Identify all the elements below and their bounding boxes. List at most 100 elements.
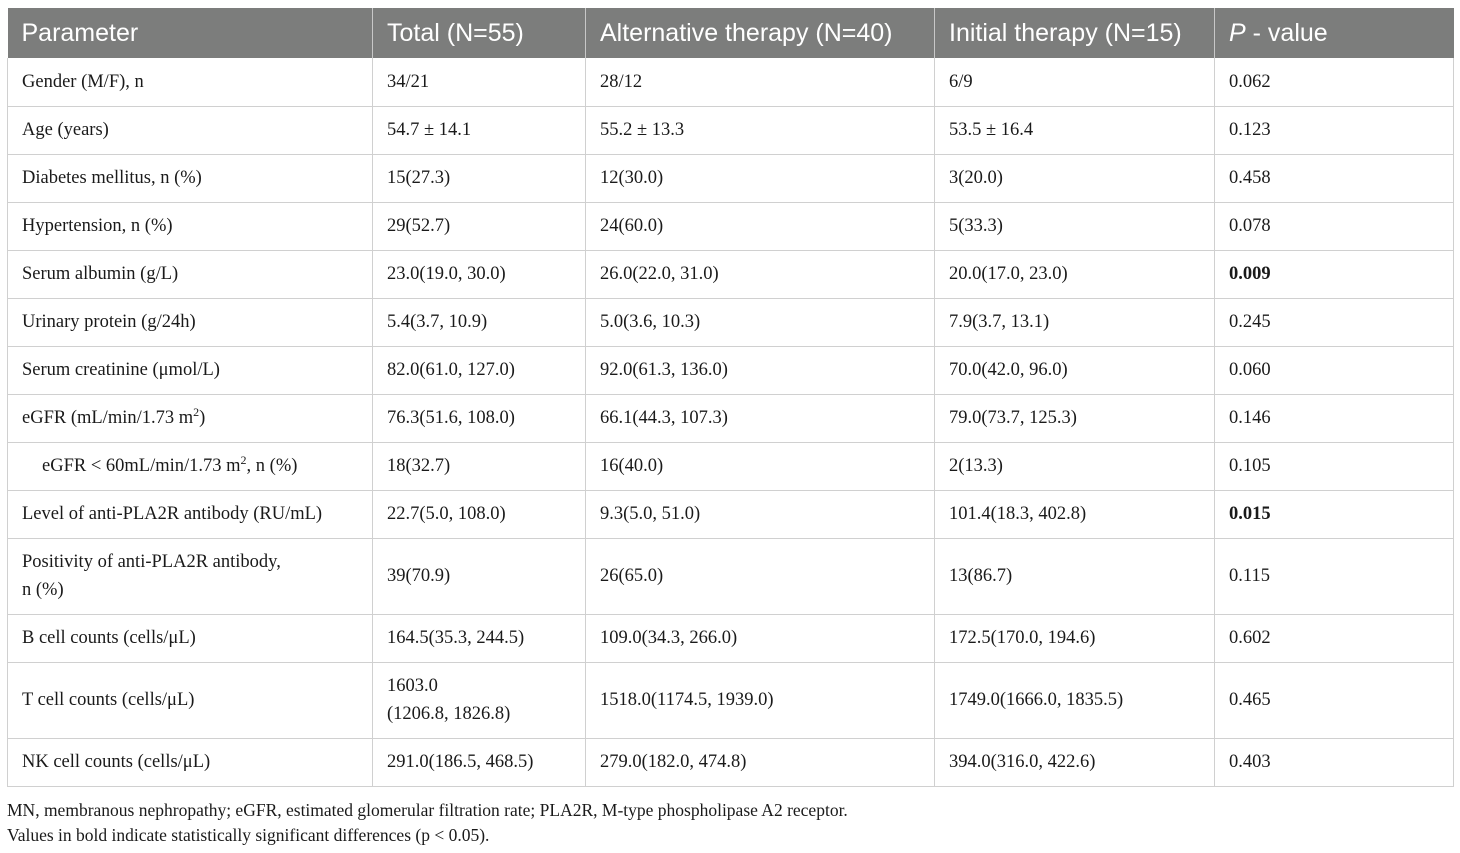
cell-total: 291.0(186.5, 468.5) [372, 738, 586, 787]
cell-p-value: 0.602 [1214, 614, 1454, 663]
cell-parameter: Gender (M/F), n [7, 58, 373, 107]
cell-parameter: Urinary protein (g/24h) [7, 298, 373, 347]
table-row: Age (years) 54.7 ± 14.1 55.2 ± 13.3 53.5… [7, 106, 1454, 155]
cell-total: 76.3(51.6, 108.0) [372, 394, 586, 443]
cell-alternative: 109.0(34.3, 266.0) [585, 614, 935, 663]
cell-p-value: 0.403 [1214, 738, 1454, 787]
cell-parameter: Hypertension, n (%) [7, 202, 373, 251]
cell-alternative: 5.0(3.6, 10.3) [585, 298, 935, 347]
param-text-end: , n (%) [246, 456, 298, 476]
param-line-1: Positivity of anti-PLA2R antibody, [22, 552, 281, 572]
cell-p-value: 0.123 [1214, 106, 1454, 155]
table-row: Hypertension, n (%) 29(52.7) 24(60.0) 5(… [7, 202, 1454, 251]
cell-total: 164.5(35.3, 244.5) [372, 614, 586, 663]
cell-initial: 20.0(17.0, 23.0) [934, 250, 1215, 299]
cell-parameter: T cell counts (cells/μL) [7, 662, 373, 739]
total-line-2: (1206.8, 1826.8) [387, 704, 511, 724]
footnote-abbreviations: MN, membranous nephropathy; eGFR, estima… [7, 800, 848, 820]
cell-parameter: Serum albumin (g/L) [7, 250, 373, 299]
cell-total: 18(32.7) [372, 442, 586, 491]
cell-initial: 3(20.0) [934, 154, 1215, 203]
cell-total: 22.7(5.0, 108.0) [372, 490, 586, 539]
header-p-italic: P [1229, 18, 1246, 47]
table-row: Diabetes mellitus, n (%) 15(27.3) 12(30.… [7, 154, 1454, 203]
cell-parameter: Age (years) [7, 106, 373, 155]
table-row: Serum creatinine (μmol/L) 82.0(61.0, 127… [7, 346, 1454, 395]
cell-total: 15(27.3) [372, 154, 586, 203]
cell-alternative: 66.1(44.3, 107.3) [585, 394, 935, 443]
cell-total: 5.4(3.7, 10.9) [372, 298, 586, 347]
table-row: T cell counts (cells/μL) 1603.0 (1206.8, … [7, 662, 1454, 739]
cell-p-value-significant: 0.015 [1214, 490, 1454, 539]
cell-parameter: eGFR (mL/min/1.73 m2) [7, 394, 373, 443]
header-initial-therapy: Initial therapy (N=15) [934, 8, 1215, 58]
cell-p-value: 0.146 [1214, 394, 1454, 443]
cell-initial: 1749.0(1666.0, 1835.5) [934, 662, 1215, 739]
table-row: Positivity of anti-PLA2R antibody, n (%) … [7, 538, 1454, 615]
cell-alternative: 55.2 ± 13.3 [585, 106, 935, 155]
param-superscript: 2 [193, 404, 200, 419]
table-row-subitem: eGFR < 60mL/min/1.73 m2, n (%) 18(32.7) … [7, 442, 1454, 491]
cell-initial: 101.4(18.3, 402.8) [934, 490, 1215, 539]
cell-initial: 7.9(3.7, 13.1) [934, 298, 1215, 347]
cell-parameter: Diabetes mellitus, n (%) [7, 154, 373, 203]
cell-p-value: 0.458 [1214, 154, 1454, 203]
cell-total: 29(52.7) [372, 202, 586, 251]
cell-p-value: 0.105 [1214, 442, 1454, 491]
table-row: B cell counts (cells/μL) 164.5(35.3, 244… [7, 614, 1454, 663]
cell-initial: 13(86.7) [934, 538, 1215, 615]
cell-total: 34/21 [372, 58, 586, 107]
cell-alternative: 279.0(182.0, 474.8) [585, 738, 935, 787]
cell-total: 82.0(61.0, 127.0) [372, 346, 586, 395]
cell-parameter: Positivity of anti-PLA2R antibody, n (%) [7, 538, 373, 615]
header-alternative-therapy: Alternative therapy (N=40) [585, 8, 935, 58]
cell-total: 54.7 ± 14.1 [372, 106, 586, 155]
cell-p-value: 0.060 [1214, 346, 1454, 395]
cell-initial: 172.5(170.0, 194.6) [934, 614, 1215, 663]
cell-p-value: 0.465 [1214, 662, 1454, 739]
footnote-significance: Values in bold indicate statistically si… [7, 825, 490, 845]
table-footnotes: MN, membranous nephropathy; eGFR, estima… [7, 798, 848, 848]
cell-parameter: B cell counts (cells/μL) [7, 614, 373, 663]
cell-p-value: 0.115 [1214, 538, 1454, 615]
cell-p-value-significant: 0.009 [1214, 250, 1454, 299]
table-row: eGFR (mL/min/1.73 m2) 76.3(51.6, 108.0) … [7, 394, 1454, 443]
cell-alternative: 26(65.0) [585, 538, 935, 615]
param-text: eGFR (mL/min/1.73 m [22, 408, 194, 428]
table-row: Urinary protein (g/24h) 5.4(3.7, 10.9) 5… [7, 298, 1454, 347]
cell-alternative: 12(30.0) [585, 154, 935, 203]
header-parameter: Parameter [7, 8, 373, 58]
param-text-end: ) [199, 408, 206, 428]
cell-alternative: 16(40.0) [585, 442, 935, 491]
cell-alternative: 26.0(22.0, 31.0) [585, 250, 935, 299]
cell-total: 39(70.9) [372, 538, 586, 615]
cell-initial: 6/9 [934, 58, 1215, 107]
cell-initial: 79.0(73.7, 125.3) [934, 394, 1215, 443]
header-p-value: P - value [1214, 8, 1454, 58]
cell-parameter: eGFR < 60mL/min/1.73 m2, n (%) [7, 442, 373, 491]
cell-p-value: 0.078 [1214, 202, 1454, 251]
param-superscript: 2 [240, 452, 247, 467]
cell-initial: 394.0(316.0, 422.6) [934, 738, 1215, 787]
cell-alternative: 28/12 [585, 58, 935, 107]
cell-initial: 2(13.3) [934, 442, 1215, 491]
cell-alternative: 1518.0(1174.5, 1939.0) [585, 662, 935, 739]
cell-total: 23.0(19.0, 30.0) [372, 250, 586, 299]
cell-initial: 53.5 ± 16.4 [934, 106, 1215, 155]
table-row: NK cell counts (cells/μL) 291.0(186.5, 4… [7, 738, 1454, 787]
total-line-1: 1603.0 [387, 676, 438, 696]
cell-p-value: 0.062 [1214, 58, 1454, 107]
param-text: eGFR < 60mL/min/1.73 m [42, 456, 241, 476]
cell-alternative: 92.0(61.3, 136.0) [585, 346, 935, 395]
table-row: Gender (M/F), n 34/21 28/12 6/9 0.062 [7, 58, 1454, 107]
table-row: Serum albumin (g/L) 23.0(19.0, 30.0) 26.… [7, 250, 1454, 299]
table-row: Level of anti-PLA2R antibody (RU/mL) 22.… [7, 490, 1454, 539]
data-table-container: Parameter Total (N=55) Alternative thera… [7, 8, 1454, 787]
cell-initial: 70.0(42.0, 96.0) [934, 346, 1215, 395]
cell-alternative: 9.3(5.0, 51.0) [585, 490, 935, 539]
cell-parameter: Level of anti-PLA2R antibody (RU/mL) [7, 490, 373, 539]
cell-initial: 5(33.3) [934, 202, 1215, 251]
cell-parameter: NK cell counts (cells/μL) [7, 738, 373, 787]
param-line-2: n (%) [22, 580, 64, 600]
cell-alternative: 24(60.0) [585, 202, 935, 251]
